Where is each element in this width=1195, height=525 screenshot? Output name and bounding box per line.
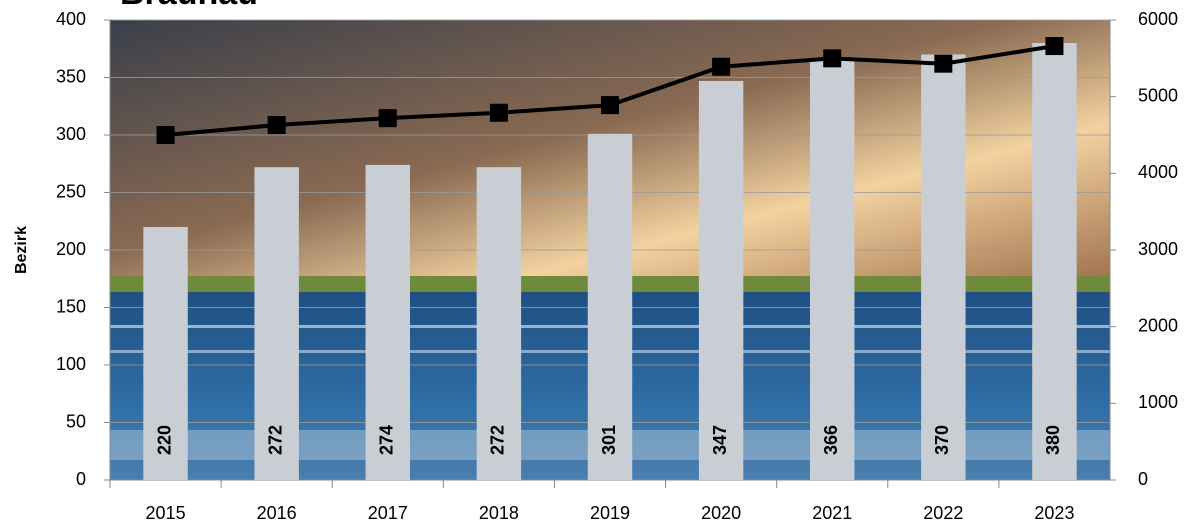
y-tick-label: 400 <box>56 9 86 29</box>
line-marker <box>156 126 175 144</box>
line-marker <box>267 116 286 135</box>
bar <box>476 167 522 480</box>
y-tick-label: 50 <box>66 411 86 431</box>
y-tick-label: 150 <box>56 296 86 316</box>
bar-value-label: 272 <box>265 425 285 455</box>
x-tick-label: 2022 <box>923 503 963 523</box>
y-tick-label: 100 <box>56 354 86 374</box>
x-tick-label: 2023 <box>1034 503 1074 523</box>
bar-value-label: 366 <box>821 425 841 455</box>
bar-value-label: 347 <box>710 425 730 455</box>
bar <box>810 59 855 480</box>
plot: 0501001502002503003504000100020003000400… <box>56 9 1178 523</box>
bar <box>921 54 966 480</box>
line-marker <box>712 57 731 76</box>
chart-title: Braunau <box>120 0 258 12</box>
bar <box>254 167 299 480</box>
x-tick-label: 2021 <box>812 503 852 523</box>
line-marker <box>601 96 619 115</box>
bar-value-label: 380 <box>1043 425 1063 455</box>
y-tick-label: 200 <box>56 239 86 259</box>
line-marker <box>378 109 397 128</box>
x-tick-label: 2020 <box>701 503 741 523</box>
line-marker <box>823 49 842 68</box>
y-tick-label: 300 <box>56 124 86 144</box>
bar-value-label: 220 <box>154 425 174 455</box>
y-tick-label: 350 <box>56 66 86 86</box>
y-axis-title: Bezirk <box>13 226 30 274</box>
bar-value-label: 274 <box>377 425 397 455</box>
y-tick-label: 250 <box>56 181 86 201</box>
y2-tick-label: 5000 <box>1138 85 1178 105</box>
bar <box>1032 43 1077 480</box>
bar-value-label: 272 <box>488 425 508 455</box>
x-tick-label: 2015 <box>146 503 186 523</box>
y-tick-label: 0 <box>76 469 86 489</box>
x-tick-label: 2017 <box>368 503 408 523</box>
bar <box>143 227 188 480</box>
y2-tick-label: 4000 <box>1138 162 1178 182</box>
line-marker <box>1045 37 1064 56</box>
x-tick-label: 2016 <box>257 503 297 523</box>
bar-value-label: 301 <box>599 425 619 455</box>
bar <box>365 164 410 480</box>
bar <box>587 133 633 480</box>
bar <box>698 80 744 480</box>
x-tick-label: 2019 <box>590 503 630 523</box>
bar-value-label: 370 <box>932 425 952 455</box>
y2-tick-label: 2000 <box>1138 315 1178 335</box>
y2-tick-label: 0 <box>1138 469 1148 489</box>
x-tick-label: 2018 <box>479 503 519 523</box>
y2-tick-label: 1000 <box>1138 392 1178 412</box>
line-marker <box>934 54 953 73</box>
line-marker <box>489 103 508 122</box>
y2-tick-label: 3000 <box>1138 239 1178 259</box>
y2-tick-label: 6000 <box>1138 9 1178 29</box>
